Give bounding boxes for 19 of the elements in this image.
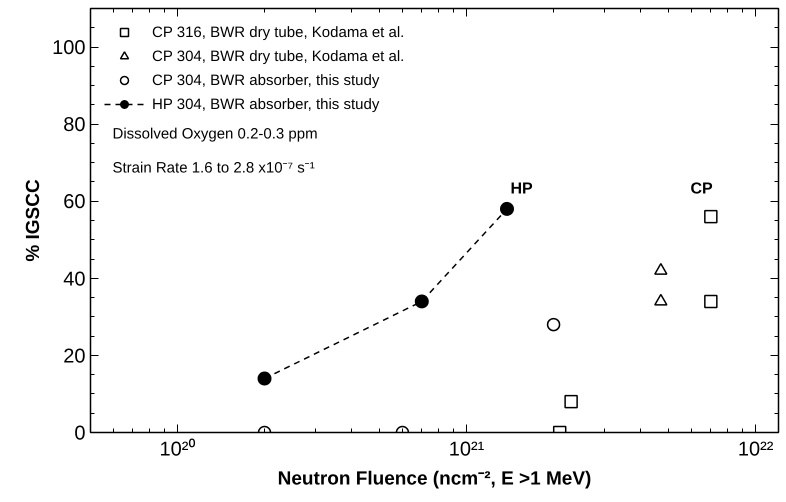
y-tick-label: 20	[63, 345, 86, 368]
legend-label: CP 316, BWR dry tube, Kodama et al.	[152, 24, 404, 40]
y-tick-label: 40	[63, 268, 86, 290]
y-axis-title: % IGSCC	[23, 179, 44, 262]
y-tick-label: 0	[74, 422, 86, 444]
y-tick-label: 100	[52, 37, 86, 60]
annotation: CP	[690, 180, 714, 198]
x-axis-title: Neutron Fluence (ncm⁻², E >1 MeV)	[278, 468, 592, 490]
annotation: HP	[510, 180, 534, 198]
annotation: Dissolved Oxygen 0.2-0.3 ppm	[112, 126, 318, 142]
y-tick-label: 80	[63, 114, 86, 136]
x-tick-label: 10²¹	[448, 438, 485, 460]
y-tick-label: 60	[63, 191, 86, 214]
annotation: Strain Rate 1.6 to 2.8 x10⁻⁷ s⁻¹	[112, 160, 315, 176]
x-tick-label: 10²⁰	[160, 438, 196, 460]
x-tick-label: 10²²	[738, 438, 774, 460]
legend-label: CP 304, BWR dry tube, Kodama et al.	[152, 48, 404, 64]
legend-label: HP 304, BWR absorber, this study	[152, 96, 380, 112]
legend-label: CP 304, BWR absorber, this study	[152, 72, 380, 88]
